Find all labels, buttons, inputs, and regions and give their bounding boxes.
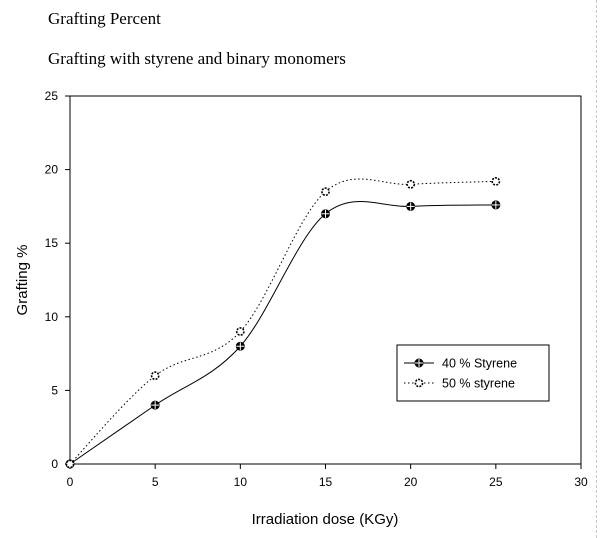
y-axis-title: Grafting % (14, 245, 31, 316)
y-tick-label: 15 (45, 236, 59, 250)
y-tick-label: 10 (45, 310, 59, 324)
y-tick-label: 0 (51, 457, 58, 471)
x-tick-label: 5 (152, 475, 159, 489)
point-marker (406, 179, 416, 189)
y-tick-label: 5 (51, 383, 58, 397)
y-tick-label: 25 (45, 89, 59, 103)
x-tick-label: 10 (234, 475, 248, 489)
data-point (235, 341, 245, 351)
series-line-1 (69, 201, 496, 465)
data-point (491, 200, 501, 210)
x-tick-label: 0 (67, 475, 74, 489)
x-tick-label: 20 (404, 475, 418, 489)
data-point (414, 358, 424, 368)
data-point (406, 179, 416, 189)
x-axis: 0 5 10 15 20 25 30 (67, 464, 588, 489)
y-tick-label: 20 (45, 163, 59, 177)
point-marker (414, 378, 424, 388)
legend-label-1: 40 % Styrene (442, 357, 517, 371)
legend-label-2: 50 % styrene (442, 377, 515, 391)
point-marker (65, 459, 75, 469)
chart-legend: 40 % Styrene 50 % styrene (396, 344, 550, 402)
y-axis: 0 5 10 15 20 25 (45, 89, 70, 471)
data-point (321, 209, 330, 219)
data-point (150, 400, 160, 410)
chart-subheading: Grafting with styrene and binary monomer… (48, 49, 346, 68)
page-edge-divider (596, 0, 597, 538)
data-point (321, 187, 330, 197)
legend-frame (396, 344, 550, 402)
data-point (65, 459, 75, 469)
point-marker (491, 176, 501, 186)
data-point (491, 176, 501, 186)
data-point (414, 378, 424, 388)
data-point (235, 327, 245, 336)
x-tick-label: 15 (319, 475, 333, 489)
x-axis-title: Irradiation dose (KGy) (252, 511, 399, 528)
plot-area-frame (69, 95, 582, 465)
series-line-2 (69, 178, 496, 465)
chart-heading: Grafting Percent (48, 9, 161, 28)
series-layer (65, 176, 501, 469)
point-marker (235, 327, 245, 336)
x-tick-label: 25 (489, 475, 503, 489)
point-marker (150, 371, 160, 381)
point-marker (321, 187, 330, 197)
x-tick-label: 30 (574, 475, 588, 489)
data-point (150, 371, 160, 381)
data-point (406, 201, 416, 211)
